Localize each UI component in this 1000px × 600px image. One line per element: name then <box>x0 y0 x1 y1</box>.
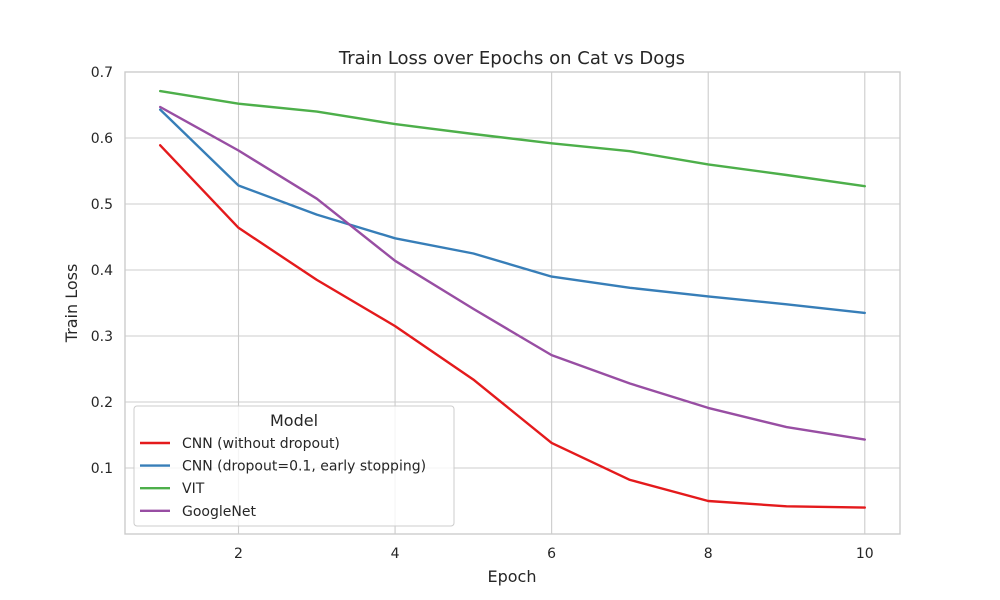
legend-title: Model <box>270 411 318 430</box>
y-tick-label: 0.1 <box>91 461 113 477</box>
y-axis-label: Train Loss <box>62 264 81 344</box>
x-axis-label: Epoch <box>488 567 537 586</box>
y-tick-label: 0.4 <box>91 263 113 279</box>
y-tick-label: 0.3 <box>91 329 113 345</box>
x-tick-label: 4 <box>391 546 400 562</box>
legend-label-2: VIT <box>182 481 205 497</box>
legend-items: CNN (without dropout) CNN (dropout=0.1, e… <box>140 436 426 520</box>
y-tick-label: 0.5 <box>91 197 113 213</box>
y-tick-label: 0.7 <box>91 65 113 81</box>
series-line-1 <box>158 108 866 315</box>
tick-layer: 2 4 6 8 10 0.1 0.2 0.3 0.4 0.5 0.6 0.7 <box>91 65 874 562</box>
legend-label-0: CNN (without dropout) <box>182 436 340 452</box>
x-tick-label: 8 <box>704 546 713 562</box>
chart-title: Train Loss over Epochs on Cat vs Dogs <box>338 48 685 69</box>
series-line-2 <box>158 89 866 188</box>
legend: Model CNN (without dropout) CNN (dropout=… <box>133 405 455 527</box>
legend-label-3: GoogleNet <box>182 504 256 520</box>
x-tick-label: 10 <box>856 546 874 562</box>
x-tick-label: 2 <box>234 546 243 562</box>
series-line-3 <box>158 105 866 441</box>
legend-box <box>133 405 455 527</box>
y-tick-label: 0.6 <box>91 131 113 147</box>
series-line-0 <box>158 144 866 509</box>
series-layer <box>158 89 866 509</box>
y-tick-label: 0.2 <box>91 395 113 411</box>
legend-label-1: CNN (dropout=0.1, early stopping) <box>182 459 426 475</box>
x-tick-label: 6 <box>547 546 556 562</box>
plot-frame <box>124 71 901 535</box>
